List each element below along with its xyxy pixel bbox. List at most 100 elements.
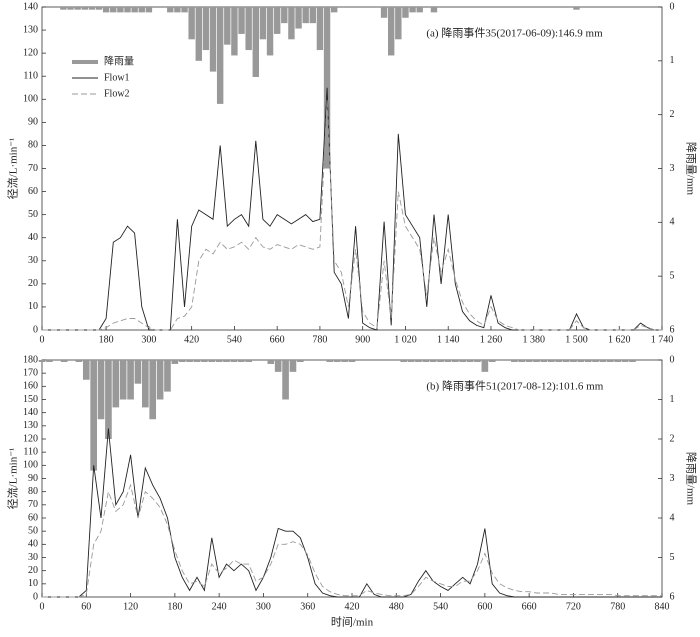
flow-line bbox=[42, 483, 662, 598]
legend-swatch bbox=[72, 60, 98, 64]
rain-bar bbox=[407, 360, 415, 362]
y-tick-label: 20 bbox=[28, 278, 38, 289]
rain-bar bbox=[231, 7, 238, 56]
y-tick-label: 100 bbox=[23, 460, 38, 471]
rain-bar bbox=[208, 360, 216, 362]
rain-bar bbox=[186, 360, 193, 362]
x-tick-label: 180 bbox=[99, 334, 114, 345]
x-tick-label: 1 260 bbox=[480, 334, 503, 345]
y-axis-label: 径流/L·min⁻¹ bbox=[6, 138, 20, 200]
rain-bar bbox=[297, 360, 304, 362]
rain-bar bbox=[577, 360, 585, 362]
rain-bar bbox=[134, 360, 142, 384]
rain-bar bbox=[518, 360, 526, 362]
y-tick-label: 70 bbox=[28, 163, 38, 174]
flow-line bbox=[42, 428, 662, 598]
x-tick-label: 840 bbox=[655, 601, 670, 612]
x-tick-label: 660 bbox=[522, 601, 537, 612]
rain-bar bbox=[46, 360, 53, 362]
x-tick-label: 0 bbox=[40, 601, 45, 612]
y-tick-label: 110 bbox=[23, 71, 38, 82]
legend-label: Flow2 bbox=[104, 88, 130, 99]
y-tick-label: 170 bbox=[23, 367, 38, 378]
rain-bar bbox=[167, 7, 174, 13]
y2-tick-label: 1 bbox=[670, 394, 675, 405]
rain-bar bbox=[330, 7, 338, 13]
y-tick-label: 60 bbox=[28, 512, 38, 523]
rain-bar bbox=[195, 7, 202, 61]
y-tick-label: 80 bbox=[28, 140, 38, 151]
rain-bar bbox=[209, 7, 217, 72]
x-tick-label: 540 bbox=[433, 601, 448, 612]
rain-bar bbox=[333, 360, 341, 362]
x-tick-label: 1 020 bbox=[394, 334, 417, 345]
y-tick-label: 20 bbox=[28, 565, 38, 576]
rain-bar bbox=[267, 360, 275, 364]
y-tick-label: 110 bbox=[23, 446, 38, 457]
legend-label: 降雨量 bbox=[104, 54, 134, 67]
rain-bar bbox=[437, 360, 444, 362]
rain-bar bbox=[621, 360, 629, 362]
rain-bar bbox=[273, 7, 281, 34]
rain-bar bbox=[124, 7, 131, 13]
y-tick-label: 40 bbox=[28, 232, 38, 243]
rain-bar bbox=[614, 360, 622, 362]
rain-bar bbox=[474, 360, 481, 362]
rain-bar bbox=[466, 360, 474, 362]
y-tick-label: 150 bbox=[23, 394, 38, 405]
rain-bar bbox=[409, 7, 416, 13]
x-tick-label: 1 140 bbox=[437, 334, 460, 345]
x-tick-label: 240 bbox=[212, 601, 227, 612]
x-tick-label: 780 bbox=[312, 334, 327, 345]
x-tick-label: 300 bbox=[141, 334, 156, 345]
rain-bar bbox=[282, 360, 289, 400]
rain-bar bbox=[289, 360, 297, 372]
rain-bar bbox=[400, 360, 407, 362]
x-tick-label: 420 bbox=[345, 601, 360, 612]
rain-bar bbox=[131, 7, 138, 13]
rain-bar bbox=[67, 7, 74, 10]
rain-bar bbox=[245, 360, 252, 362]
rain-bar bbox=[127, 360, 134, 400]
y2-axis-label: 降雨量/mm bbox=[684, 142, 698, 196]
rain-bar bbox=[164, 360, 171, 392]
y-tick-label: 160 bbox=[23, 381, 38, 392]
flow-line bbox=[42, 99, 662, 331]
y2-tick-label: 5 bbox=[670, 270, 675, 281]
rain-bar bbox=[60, 7, 67, 10]
rain-bar bbox=[138, 7, 145, 13]
y2-tick-label: 4 bbox=[670, 512, 675, 523]
rain-bar bbox=[188, 7, 195, 40]
rain-bar bbox=[178, 360, 186, 362]
rain-bar bbox=[81, 7, 88, 10]
y2-tick-label: 2 bbox=[670, 109, 675, 120]
legend-label: Flow1 bbox=[104, 72, 130, 83]
rain-bar bbox=[547, 360, 555, 362]
rain-bar bbox=[422, 360, 430, 362]
rain-bar bbox=[102, 7, 110, 13]
rain-bar bbox=[430, 7, 438, 13]
y-tick-label: 40 bbox=[28, 539, 38, 550]
y-tick-label: 100 bbox=[23, 94, 38, 105]
y2-tick-label: 6 bbox=[670, 591, 675, 602]
rain-bar bbox=[444, 360, 452, 362]
y2-tick-label: 3 bbox=[670, 163, 675, 174]
rain-bar bbox=[341, 360, 348, 362]
rain-bar bbox=[459, 360, 467, 362]
rain-bar bbox=[573, 7, 580, 10]
x-tick-label: 1 380 bbox=[522, 334, 545, 345]
rain-bar bbox=[274, 360, 282, 372]
plot-frame bbox=[41, 359, 663, 598]
rain-bar bbox=[281, 7, 288, 24]
rain-bar bbox=[533, 360, 540, 362]
y2-axis-label: 降雨量/mm bbox=[684, 452, 698, 506]
panel-title: (b) 降雨事件51(2017-08-12):101.6 mm bbox=[426, 379, 603, 393]
rain-bar bbox=[156, 360, 164, 400]
rain-bar bbox=[145, 7, 153, 13]
rain-bar bbox=[174, 7, 181, 13]
rain-bar bbox=[452, 360, 459, 362]
rain-bar bbox=[216, 7, 224, 104]
rain-bar bbox=[117, 7, 124, 13]
y-tick-label: 130 bbox=[23, 420, 38, 431]
